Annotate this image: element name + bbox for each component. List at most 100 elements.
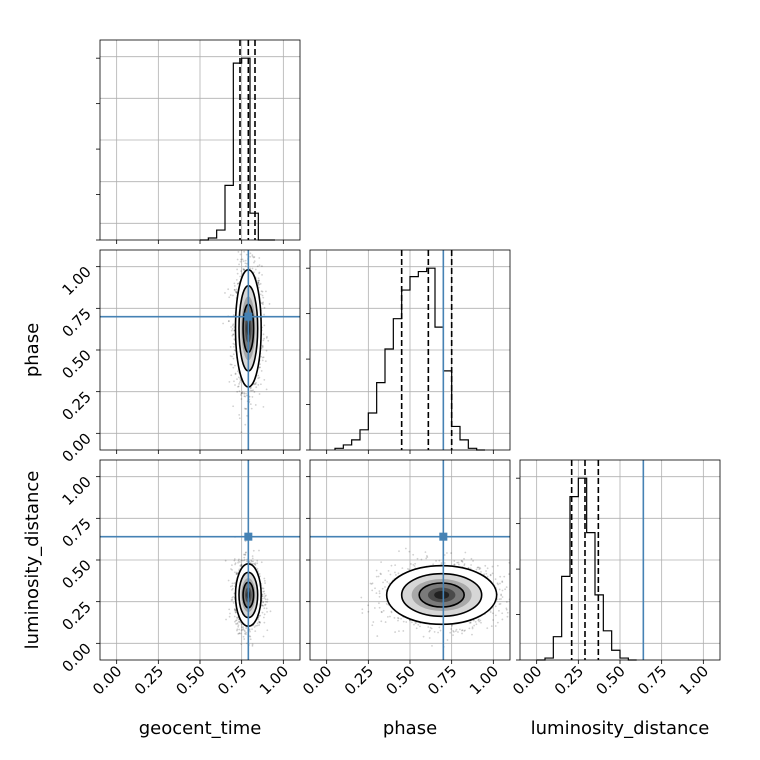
sample-point (367, 610, 370, 613)
sample-point (461, 632, 463, 635)
sample-point (249, 267, 252, 270)
x-tick-label: 1.00 (256, 662, 292, 698)
sample-point (468, 621, 471, 624)
sample-point (252, 389, 255, 392)
sample-point (439, 629, 442, 632)
sample-point (256, 265, 259, 268)
sample-point (489, 573, 492, 576)
sample-point (249, 630, 251, 633)
sample-point (254, 383, 257, 386)
sample-point (263, 590, 266, 593)
sample-point (238, 620, 240, 623)
sample-point (261, 597, 264, 600)
sample-point (376, 635, 379, 637)
sample-point (233, 285, 236, 287)
sample-point (386, 580, 389, 583)
sample-point (264, 582, 266, 584)
sample-point (262, 604, 265, 607)
sample-point (240, 629, 243, 632)
sample-point (255, 381, 257, 384)
sample-point (237, 385, 239, 388)
sample-point (249, 255, 252, 258)
sample-point (257, 282, 260, 285)
sample-point (496, 564, 499, 567)
sample-point (510, 605, 512, 607)
sample-point (475, 568, 478, 571)
sample-point (404, 547, 407, 550)
sample-point (231, 568, 233, 571)
sample-point (263, 378, 266, 381)
sample-point (374, 587, 376, 590)
sample-point (496, 621, 499, 624)
sample-point (245, 227, 247, 229)
sample-point (224, 292, 226, 294)
sample-point (229, 355, 232, 357)
sample-point (236, 378, 238, 380)
sample-point (394, 571, 396, 574)
sample-point (394, 631, 397, 633)
sample-point (263, 613, 266, 616)
sample-point (253, 383, 255, 386)
sample-point (428, 637, 431, 639)
sample-point (265, 388, 268, 391)
sample-point (233, 288, 236, 291)
sample-point (231, 564, 233, 567)
sample-point (469, 622, 472, 624)
sample-point (232, 345, 235, 348)
sample-point (443, 562, 446, 564)
sample-point (262, 405, 265, 408)
sample-point (261, 595, 264, 598)
sample-point (231, 596, 234, 599)
sample-point (257, 618, 260, 621)
sample-point (229, 585, 232, 588)
sample-point (243, 407, 246, 410)
sample-point (233, 289, 236, 291)
sample-point (372, 621, 375, 623)
sample-point (253, 260, 256, 262)
sample-point (262, 333, 265, 336)
sample-point (477, 618, 480, 621)
sample-point (382, 581, 384, 584)
sample-point (229, 363, 232, 366)
sample-point (261, 290, 264, 293)
y-tick-label: 0.00 (58, 639, 94, 675)
sample-point (244, 553, 246, 556)
sample-point (265, 337, 268, 339)
sample-point (410, 621, 413, 624)
sample-point (398, 550, 400, 553)
sample-point (378, 590, 381, 593)
sample-point (260, 355, 262, 358)
sample-point (243, 638, 246, 640)
sample-point (483, 573, 486, 576)
sample-point (262, 303, 264, 306)
sample-point (239, 378, 242, 381)
sample-point (397, 617, 400, 620)
sample-point (254, 404, 257, 406)
sample-point (259, 363, 261, 366)
sample-point (261, 604, 264, 607)
sample-point (256, 559, 259, 562)
sample-point (254, 382, 256, 385)
sample-point (257, 281, 260, 284)
sample-point (234, 364, 236, 367)
sample-point (389, 615, 391, 618)
sample-point (390, 564, 393, 567)
x-tick-label: 0.75 (634, 662, 670, 698)
sample-point (243, 268, 245, 271)
sample-point (242, 627, 245, 630)
sample-point (262, 339, 265, 342)
sample-point (263, 592, 266, 595)
sample-point (508, 573, 510, 575)
sample-point (239, 275, 242, 278)
sample-point (526, 585, 528, 587)
sample-point (259, 621, 261, 624)
sample-point (256, 567, 259, 570)
sample-point (233, 620, 236, 623)
sample-point (242, 635, 245, 638)
sample-point (245, 627, 248, 630)
sample-point (498, 609, 500, 612)
sample-point (261, 359, 264, 362)
x-tick-label: 0.75 (424, 662, 460, 698)
sample-point (262, 616, 265, 619)
